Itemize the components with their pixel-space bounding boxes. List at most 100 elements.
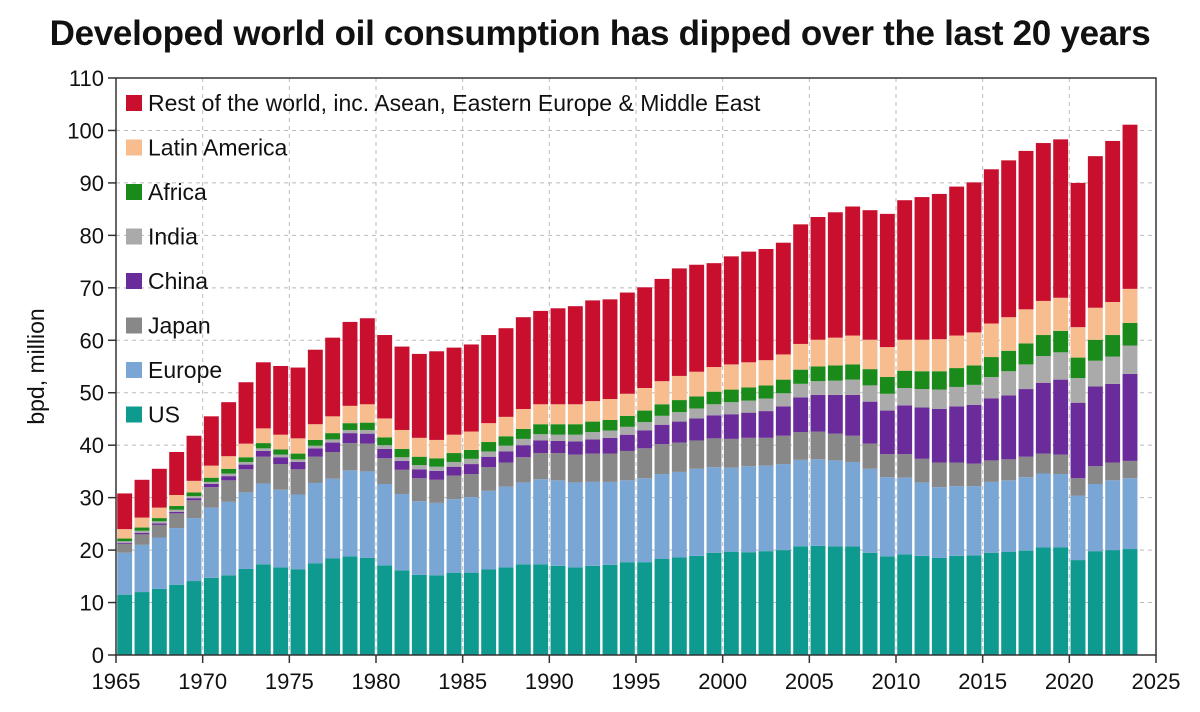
bar-segment <box>238 469 254 493</box>
bar-segment <box>342 423 358 430</box>
bar-segment <box>983 481 999 553</box>
bar-segment <box>411 478 427 502</box>
bar-segment <box>411 456 427 466</box>
bar-segment <box>533 479 549 565</box>
bar-segment <box>758 551 774 655</box>
bar-segment <box>342 433 358 444</box>
bar-segment <box>619 450 635 481</box>
bar-segment <box>879 477 895 557</box>
bar-segment <box>203 577 219 655</box>
bar-segment <box>273 434 289 450</box>
bar-segment <box>1122 345 1138 374</box>
bar-segment <box>983 323 999 358</box>
bar-segment <box>359 318 375 405</box>
bar-segment <box>741 387 757 401</box>
bar-segment <box>810 459 826 546</box>
bar-segment <box>810 431 826 460</box>
bar-segment <box>706 367 722 392</box>
bar-segment <box>862 468 878 553</box>
bar-segment <box>1018 343 1034 365</box>
bar-segment <box>585 300 601 402</box>
bar-segment <box>429 458 445 467</box>
y-tick-label: 70 <box>80 276 104 301</box>
bar-segment <box>637 448 653 479</box>
x-tick-label: 1990 <box>525 669 574 694</box>
bar-segment <box>966 486 982 556</box>
bar-segment <box>481 451 497 457</box>
bar-segment <box>671 268 687 376</box>
bar-segment <box>186 500 202 519</box>
bar-segment <box>446 453 462 462</box>
bar-segment <box>966 404 982 464</box>
bar-segment <box>550 404 566 425</box>
bar-segment <box>862 210 878 340</box>
bar-segment <box>1053 352 1069 380</box>
legend-swatch <box>126 362 142 378</box>
bar-segment <box>983 376 999 399</box>
bar-segment <box>203 477 219 482</box>
bar-segment <box>793 224 809 344</box>
bar-segment <box>151 523 167 525</box>
bar-segment <box>827 365 843 381</box>
bar-segment <box>550 434 566 441</box>
bar-segment <box>186 492 202 497</box>
bar-segment <box>862 443 878 469</box>
bar-segment <box>411 574 427 655</box>
bar-segment <box>949 406 965 463</box>
bar-segment <box>741 552 757 655</box>
bar-segment <box>741 362 757 388</box>
bar-segment <box>1001 371 1017 396</box>
bar-segment <box>602 481 618 565</box>
bar-segment <box>273 449 289 455</box>
bar-segment <box>689 396 705 409</box>
bar-segment <box>429 466 445 471</box>
legend-swatch <box>126 273 142 289</box>
bar-segment <box>446 475 462 500</box>
legend-swatch <box>126 317 142 334</box>
bar-segment <box>550 453 566 481</box>
bar-segment <box>342 429 358 434</box>
bar-segment <box>446 434 462 454</box>
y-tick-label: 90 <box>80 171 104 196</box>
bar-segment <box>585 481 601 566</box>
legend-label: US <box>148 402 180 428</box>
bar-segment <box>671 471 687 558</box>
legend-swatch <box>126 139 142 156</box>
bar-segment <box>619 393 635 416</box>
bar-segment <box>1105 140 1121 302</box>
bar-segment <box>255 448 271 451</box>
bar-segment <box>1001 395 1017 460</box>
bar-segment <box>273 457 289 465</box>
bar-segment <box>619 426 635 435</box>
bar-segment <box>255 450 271 457</box>
bar-segment <box>429 502 445 576</box>
bar-segment <box>515 408 531 429</box>
legend-swatch <box>126 95 142 111</box>
bar-segment <box>654 415 670 425</box>
bar-segment <box>307 482 323 564</box>
bar-segment <box>290 459 306 462</box>
bar-segment <box>1035 143 1051 301</box>
bar-segment <box>1001 459 1017 481</box>
bar-segment <box>359 404 375 423</box>
bar-segment <box>377 445 393 449</box>
bar-segment <box>602 430 618 438</box>
bar-segment <box>793 383 809 398</box>
bar-segment <box>533 404 549 425</box>
bar-segment <box>1018 309 1034 344</box>
bar-segment <box>429 575 445 655</box>
bar-segment <box>983 398 999 461</box>
bar-segment <box>1070 378 1086 403</box>
bar-segment <box>498 451 514 463</box>
bar-segment <box>446 461 462 467</box>
bar-segment <box>377 458 393 484</box>
bar-segment <box>377 448 393 459</box>
bar-segment <box>567 454 583 483</box>
x-tick-label: 1985 <box>438 669 487 694</box>
bar-segment <box>134 532 150 535</box>
bar-segment <box>879 347 895 377</box>
y-tick-label: 80 <box>80 223 104 248</box>
bar-segment <box>273 464 289 490</box>
x-tick-label: 2005 <box>785 669 834 694</box>
bar-segment <box>1122 549 1138 655</box>
